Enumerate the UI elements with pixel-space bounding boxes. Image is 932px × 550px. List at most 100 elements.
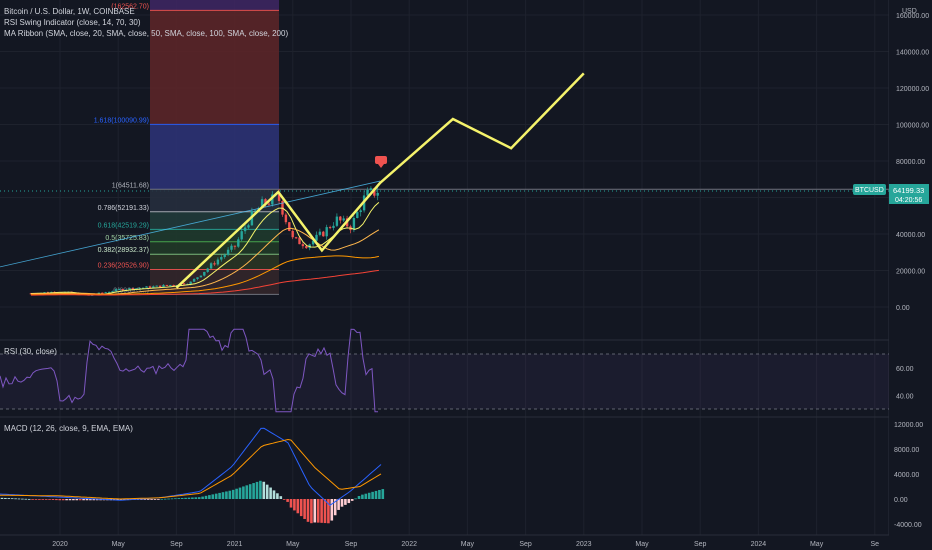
macd-histogram-bar	[44, 499, 48, 500]
macd-histogram-bar	[10, 498, 14, 500]
macd-histogram-bar	[34, 499, 38, 500]
macd-histogram-bar	[340, 499, 344, 507]
candle-body	[260, 199, 264, 209]
macd-histogram-bar	[231, 489, 235, 499]
macd-histogram-bar	[21, 498, 24, 500]
candle-body	[206, 268, 209, 272]
macd-histogram-bar	[333, 499, 337, 516]
candle-body	[213, 263, 216, 265]
candle-body	[369, 188, 373, 190]
macd-histogram-bar	[27, 498, 31, 500]
macd-histogram-bar	[194, 497, 198, 499]
candle-body	[328, 227, 332, 229]
candle-body	[203, 271, 206, 276]
trend-line	[0, 180, 381, 268]
candle-body	[192, 278, 196, 282]
candle-body	[155, 285, 158, 287]
price-axis-background	[889, 0, 932, 540]
macd-histogram-bar	[350, 499, 354, 501]
macd-histogram-bar	[276, 493, 279, 499]
macd-histogram-bar	[51, 499, 55, 500]
macd-histogram-bar	[381, 489, 385, 499]
candle-body	[107, 291, 111, 293]
time-axis[interactable]: 2020 May Sep 2021 May Sep 2022 May Sep 2023 May Sep…	[0, 534, 932, 550]
candle-body	[104, 292, 107, 294]
fib-zone-0786-1	[150, 189, 279, 212]
macd-histogram-bar	[218, 492, 221, 499]
macd-line	[0, 427, 382, 506]
macd-histogram-bar	[262, 481, 266, 499]
candle-body	[356, 212, 359, 218]
price-tick-label: 80000.00	[896, 159, 925, 166]
ma-ribbon	[0, 180, 381, 296]
ma-50-line	[30, 227, 380, 295]
price-tick-label: 100000.00	[896, 123, 929, 130]
macd-histogram-bar	[92, 499, 96, 501]
symbol-title[interactable]: Bitcoin / U.S. Dollar, 1W, COINBASE	[4, 7, 135, 16]
macd-histogram-bar	[174, 498, 177, 500]
time-axis-labels: 2020 May Sep 2021 May Sep 2022 May Sep 2023 May Sep…	[52, 541, 879, 548]
macd-histogram-bar	[378, 489, 381, 499]
candle-body	[332, 225, 335, 228]
macd-panel-label[interactable]: MACD (12, 26, close, 9, EMA, EMA)	[4, 424, 133, 433]
candle-body	[101, 292, 104, 294]
macd-histogram-bar	[146, 499, 150, 500]
candle-body	[311, 240, 315, 245]
macd-histogram-bar	[58, 499, 62, 501]
projection-path	[175, 72, 585, 289]
macd-tick-label: 4000.00	[894, 472, 919, 479]
time-axis-label: May	[635, 541, 649, 548]
candle-body	[305, 246, 308, 249]
macd-histogram-bar	[197, 497, 201, 499]
macd-histogram-bar	[4, 497, 7, 499]
candle-body	[172, 284, 175, 286]
price-tick-label: 40000.00	[896, 232, 925, 239]
fib-zone-0382-05	[150, 241, 279, 255]
macd-histogram-bar	[344, 499, 347, 505]
candle-body	[335, 216, 339, 226]
candle-body	[277, 194, 281, 202]
macd-histogram-bar	[167, 498, 170, 500]
candle-body	[148, 286, 152, 288]
macd-histogram-bar	[245, 485, 249, 499]
time-axis-label: 2022	[401, 541, 417, 548]
price-axis[interactable]: USD 160000.00 140000.00 120000.00 100000.00…	[889, 0, 932, 540]
alert-flag-pointer	[378, 164, 384, 168]
candle-body	[199, 275, 203, 278]
time-axis-label: 2020	[52, 541, 68, 548]
candle-body	[158, 285, 162, 288]
last-price-badge-bg	[889, 184, 929, 204]
macd-histogram-bar	[306, 499, 310, 522]
macd-histogram-bar	[279, 496, 283, 499]
macd-histogram-bar	[41, 499, 45, 500]
candle-body	[114, 289, 118, 292]
fib-zone-1-1618	[150, 124, 279, 190]
macd-histogram-bar	[75, 499, 79, 501]
fib-level-label: 0(6939.5...)	[113, 287, 149, 294]
macd-histogram-bar	[269, 487, 272, 499]
macd-histogram-bar	[180, 497, 184, 499]
macd-histogram-bar	[7, 498, 11, 499]
fib-zone-05-0618	[150, 229, 279, 242]
macd-histogram-bar	[316, 499, 320, 523]
macd-histogram-bar	[48, 499, 51, 500]
fib-level-label: 0.382(28932.37)	[98, 247, 149, 254]
alert-marker[interactable]	[375, 156, 387, 168]
macd-histogram-bar	[14, 498, 17, 500]
candles-layer	[29, 186, 379, 296]
macd-histogram-bar	[310, 499, 313, 524]
candle-body	[373, 188, 376, 196]
candle-body	[209, 263, 213, 269]
candle-body	[165, 284, 169, 286]
time-axis-label: 2021	[227, 541, 243, 548]
macd-histogram-bar	[17, 498, 21, 500]
indicator-rsi-swing-label[interactable]: RSI Swing Indicator (close, 14, 70, 30)	[4, 18, 141, 27]
macd-histogram-bar	[157, 499, 160, 500]
candle-body	[169, 284, 172, 286]
macd-histogram-bar	[177, 498, 181, 499]
rsi-panel-label[interactable]: RSI (30, close)	[4, 347, 57, 356]
indicator-ma-ribbon-label[interactable]: MA Ribbon (SMA, close, 20, SMA, close, 5…	[4, 29, 288, 38]
